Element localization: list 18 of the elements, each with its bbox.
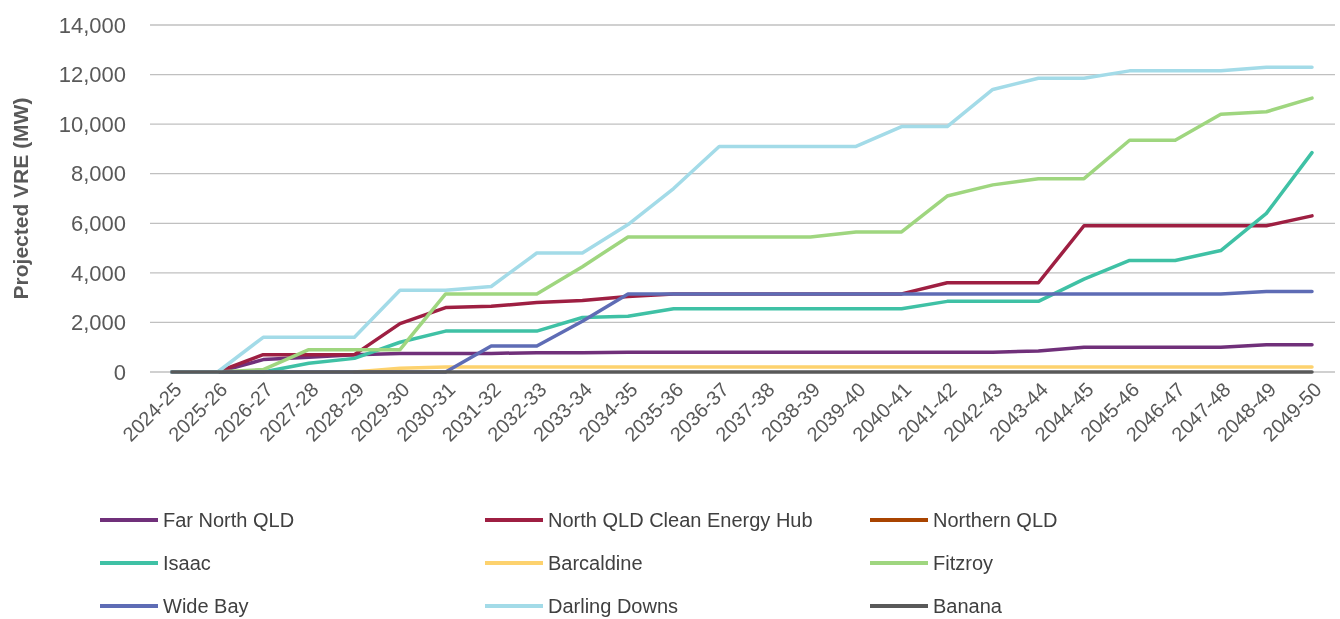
y-tick-label: 2,000 [70,310,126,336]
legend-label: North QLD Clean Energy Hub [548,509,813,531]
legend-label: Wide Bay [163,595,249,617]
y-tick-label: 8,000 [70,161,126,187]
legend-label: Banana [933,595,1003,617]
legend-label: Fitzroy [933,552,993,574]
y-tick-label: 4,000 [70,260,126,286]
legend-label: Barcaldine [548,552,643,574]
y-tick-label: 10,000 [58,111,126,137]
legend-label: Northern QLD [933,509,1058,531]
legend-label: Far North QLD [163,509,295,531]
y-axis-title: Projected VRE (MW) [9,97,32,300]
y-tick-label: 6,000 [70,210,126,236]
y-tick-label: 14,000 [58,12,126,38]
y-tick-label: 12,000 [58,62,126,88]
legend-label: Darling Downs [548,595,679,617]
y-tick-label: 0 [113,359,126,385]
legend-label: Isaac [163,552,211,574]
